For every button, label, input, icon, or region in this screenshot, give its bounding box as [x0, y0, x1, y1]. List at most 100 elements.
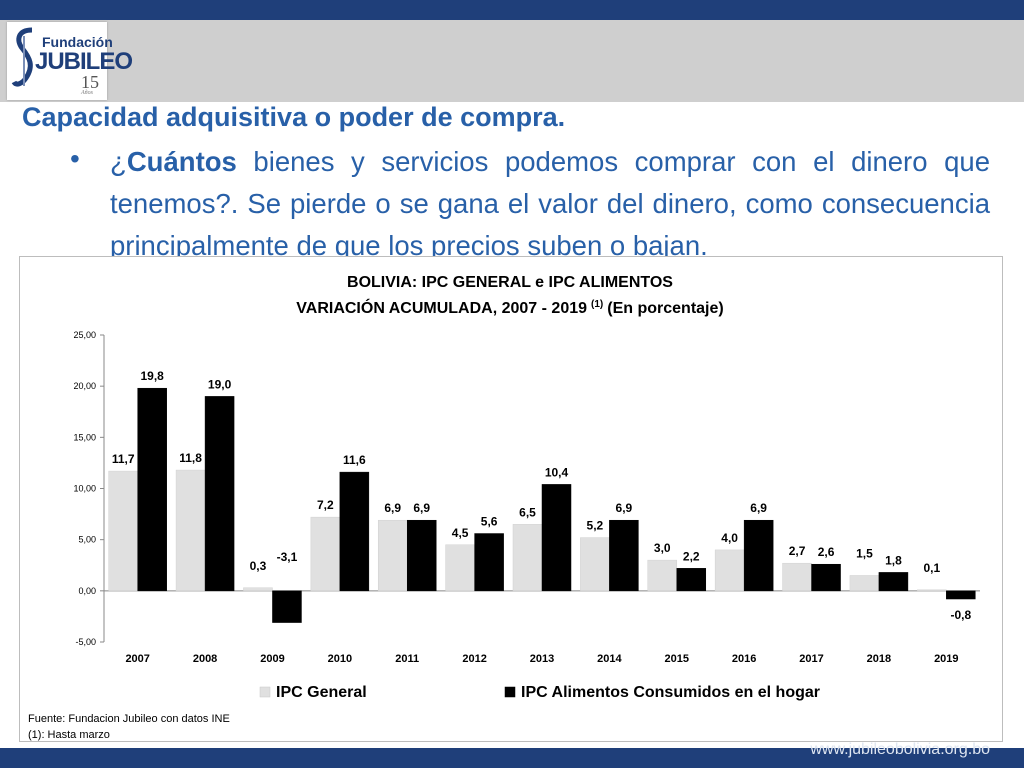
- data-label: 6,9: [384, 501, 401, 515]
- bar-ipc-alimentos: [811, 563, 841, 592]
- data-label: 7,2: [317, 498, 334, 512]
- website-url: www.jubileobolivia.org.bo: [810, 741, 990, 758]
- y-tick-label: 0,00: [78, 586, 96, 596]
- bar-ipc-general: [849, 575, 880, 592]
- slide-heading: Capacidad adquisitiva o poder de compra.: [22, 102, 566, 132]
- bar-ipc-alimentos: [204, 396, 235, 592]
- x-tick-label: 2013: [530, 653, 554, 665]
- bar-ipc-alimentos: [946, 590, 976, 600]
- data-label: -3,1: [277, 550, 298, 564]
- x-tick-label: 2008: [193, 653, 217, 665]
- data-label: 11,6: [343, 453, 366, 467]
- data-label: 0,1: [923, 561, 940, 575]
- bar-ipc-general: [175, 469, 206, 592]
- bar-ipc-general: [647, 559, 678, 592]
- bar-ipc-general: [782, 562, 812, 592]
- x-tick-label: 2010: [328, 653, 352, 665]
- x-tick-label: 2007: [125, 653, 149, 665]
- y-tick-label: -5,00: [75, 637, 96, 647]
- x-tick-label: 2018: [867, 653, 891, 665]
- bar-ipc-alimentos: [474, 533, 504, 592]
- x-tick-label: 2016: [732, 653, 756, 665]
- y-tick-label: 15,00: [73, 432, 96, 442]
- data-label: 11,8: [179, 451, 202, 465]
- data-label: 3,0: [654, 541, 671, 555]
- bottom-band: [0, 748, 1024, 768]
- bar-ipc-alimentos: [676, 568, 707, 592]
- ipc-chart: BOLIVIA: IPC GENERAL e IPC ALIMENTOS VAR…: [28, 274, 980, 741]
- bar-ipc-general: [310, 516, 341, 592]
- data-label: 19,8: [141, 369, 165, 383]
- bar-ipc-general: [917, 589, 947, 592]
- y-tick-label: 20,00: [73, 381, 96, 391]
- bar-ipc-alimentos: [743, 519, 774, 592]
- x-tick-label: 2019: [934, 653, 958, 665]
- bar-ipc-alimentos: [609, 519, 639, 592]
- data-label: 1,5: [856, 546, 873, 560]
- x-tick-label: 2014: [597, 653, 622, 665]
- data-label: 6,9: [616, 501, 633, 515]
- legend-label: IPC General: [276, 684, 367, 701]
- data-label: 10,4: [545, 465, 569, 479]
- bar-ipc-alimentos: [541, 484, 572, 592]
- footnote: (1): Hasta marzo: [28, 729, 110, 741]
- bullet-symbol: •: [70, 143, 80, 174]
- x-tick-label: 2009: [260, 653, 284, 665]
- y-tick-label: 25,00: [73, 330, 96, 340]
- chart-panel: BOLIVIA: IPC GENERAL e IPC ALIMENTOS VAR…: [19, 256, 1003, 742]
- data-label: 6,5: [519, 505, 536, 519]
- data-label: 4,5: [452, 526, 469, 540]
- data-label: 19,0: [208, 377, 232, 391]
- x-tick-label: 2017: [799, 653, 823, 665]
- bullet-prefix: ¿: [110, 146, 127, 177]
- legend-swatch: [259, 686, 271, 698]
- bullet-bold-word: Cuántos: [126, 146, 237, 177]
- bar-ipc-general: [714, 549, 745, 592]
- data-label: 5,2: [587, 519, 604, 533]
- chart-subtitle: VARIACIÓN ACUMULADA, 2007 - 2019 (1) (En p…: [296, 298, 723, 317]
- data-label: 1,8: [885, 553, 902, 567]
- fundacion-jubileo-logo: Fundación JUBILEO 15 Años: [7, 22, 133, 100]
- data-label: 2,2: [683, 549, 700, 563]
- logo-years-sub: Años: [81, 90, 93, 96]
- y-tick-label: 5,00: [78, 535, 96, 545]
- logo-word-fundacion: Fundación: [42, 34, 113, 50]
- x-tick-label: 2015: [665, 653, 689, 665]
- data-label: 2,6: [818, 545, 835, 559]
- bar-ipc-general: [377, 519, 408, 592]
- bar-ipc-general: [580, 537, 610, 592]
- bar-ipc-alimentos: [272, 590, 302, 623]
- bar-ipc-alimentos: [137, 387, 167, 592]
- logo-word-jubileo: JUBILEO: [35, 48, 133, 75]
- logo-years: 15: [81, 72, 99, 92]
- x-tick-label: 2012: [462, 653, 486, 665]
- chart-subtitle-sup: (1): [591, 299, 603, 310]
- source-note: Fuente: Fundacion Jubileo con datos INE: [28, 713, 230, 725]
- data-label: 6,9: [750, 501, 767, 515]
- header-band: [0, 20, 1024, 102]
- bar-ipc-general: [108, 470, 138, 592]
- data-label: 5,6: [481, 515, 498, 529]
- data-label: 4,0: [721, 531, 738, 545]
- bar-ipc-alimentos: [406, 519, 437, 592]
- data-label: 11,7: [112, 452, 135, 466]
- bullet-text: ¿Cuántos bienes y servicios podemos comp…: [110, 141, 990, 267]
- data-label: 2,7: [789, 544, 806, 558]
- data-label: 0,3: [250, 559, 267, 573]
- x-tick-label: 2011: [395, 653, 419, 665]
- data-label: -0,8: [950, 608, 971, 622]
- y-tick-label: 10,00: [73, 484, 96, 494]
- bar-ipc-general: [512, 524, 543, 592]
- top-band: [0, 0, 1024, 20]
- bullet-body: bienes y servicios podemos comprar con e…: [110, 146, 990, 261]
- legend-label: IPC Alimentos Consumidos en el hogar: [521, 684, 820, 701]
- chart-title: BOLIVIA: IPC GENERAL e IPC ALIMENTOS: [347, 274, 673, 291]
- logo-mark-icon: [11, 27, 33, 87]
- bar-ipc-general: [445, 544, 475, 592]
- chart-subtitle-unit: (En porcentaje): [607, 300, 723, 317]
- legend-swatch: [504, 686, 516, 698]
- bar-ipc-alimentos: [878, 572, 909, 592]
- bar-ipc-general: [243, 587, 273, 592]
- data-label: 6,9: [413, 501, 430, 515]
- bar-ipc-alimentos: [339, 471, 370, 592]
